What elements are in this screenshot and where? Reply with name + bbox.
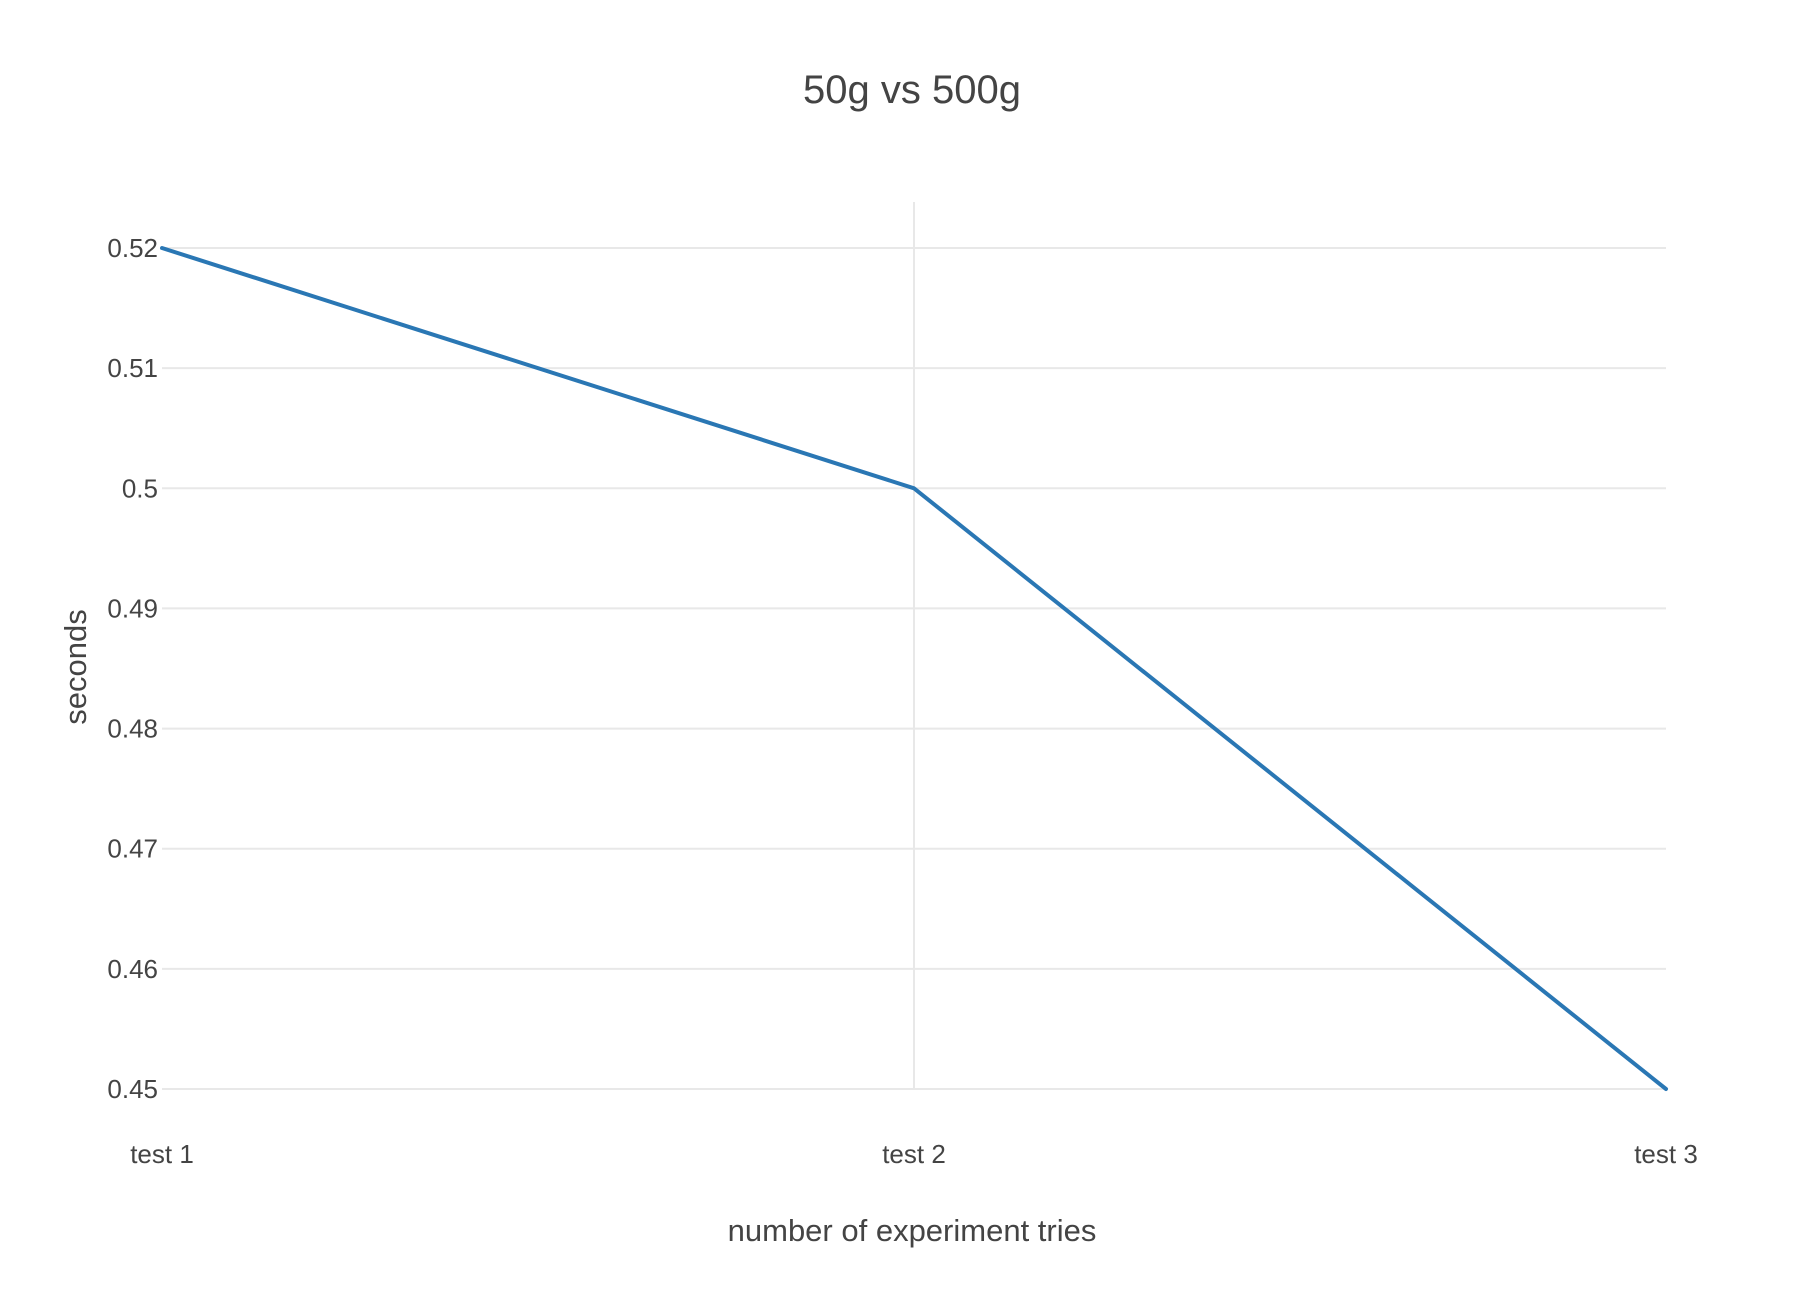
y-tick-label: 0.46 <box>107 954 158 984</box>
x-tick-label: test 1 <box>130 1139 194 1169</box>
series-layer <box>160 246 1668 1091</box>
y-tick-label: 0.47 <box>107 834 158 864</box>
x-axis-title: number of experiment tries <box>728 1213 1097 1248</box>
y-tick-label: 0.5 <box>122 473 158 503</box>
y-axis-ticks: 0.52 0.51 0.5 0.49 0.48 0.47 0.46 0.45 <box>107 233 158 1104</box>
x-axis-ticks: test 1 test 2 test 3 <box>130 1139 1698 1169</box>
y-tick-label: 0.49 <box>107 593 158 623</box>
x-tick-label: test 2 <box>882 1139 946 1169</box>
y-tick-label: 0.48 <box>107 714 158 744</box>
y-axis-title: seconds <box>58 609 93 724</box>
series-line <box>160 246 1668 1091</box>
chart-title: 50g vs 500g <box>803 68 1021 112</box>
y-tick-label: 0.51 <box>107 353 158 383</box>
y-tick-label: 0.52 <box>107 233 158 263</box>
gridlines <box>162 202 1666 1090</box>
x-tick-label: test 3 <box>1634 1139 1698 1169</box>
y-tick-label: 0.45 <box>107 1074 158 1104</box>
